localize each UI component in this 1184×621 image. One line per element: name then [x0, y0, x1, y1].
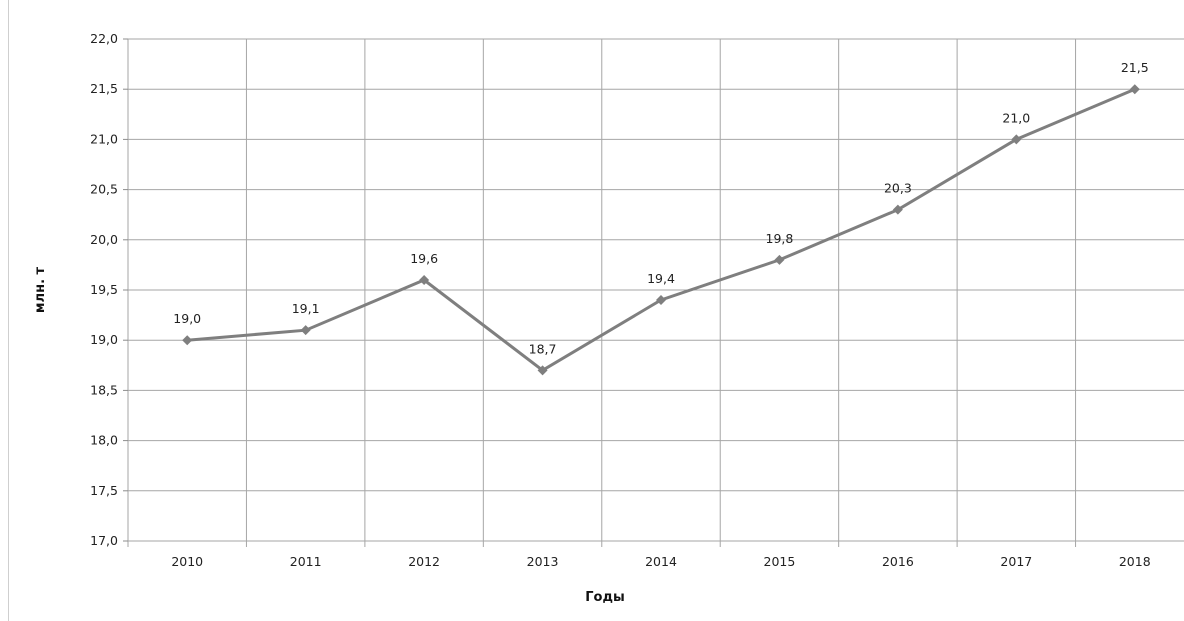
gridlines — [123, 38, 1184, 547]
y-tick-label: 20,0 — [90, 232, 118, 247]
y-tick-label: 18,5 — [90, 382, 118, 397]
data-label: 18,7 — [529, 341, 557, 356]
data-label: 21,5 — [1121, 60, 1149, 75]
x-axis-title: Годы — [585, 590, 624, 605]
x-tick-label: 2018 — [1119, 554, 1151, 569]
x-tick-label: 2011 — [290, 554, 322, 569]
data-label: 21,0 — [1002, 110, 1030, 125]
data-point-marker — [892, 204, 903, 215]
series-markers — [182, 84, 1140, 376]
y-tick-label: 19,0 — [90, 332, 118, 347]
data-label: 19,8 — [766, 231, 794, 246]
data-point-marker — [774, 254, 785, 265]
x-tick-label: 2010 — [171, 554, 203, 569]
x-tick-label: 2013 — [527, 554, 559, 569]
data-label: 20,3 — [884, 181, 912, 196]
data-point-marker — [182, 335, 193, 346]
x-tick-label: 2016 — [882, 554, 914, 569]
data-point-marker — [1011, 134, 1022, 145]
data-label: 19,6 — [410, 251, 438, 266]
data-label: 19,4 — [647, 271, 675, 286]
x-tick-label: 2015 — [764, 554, 796, 569]
y-tick-label: 21,0 — [90, 131, 118, 146]
y-tick-label: 22,0 — [90, 31, 118, 46]
x-tick-label: 2012 — [408, 554, 440, 569]
y-tick-label: 20,5 — [90, 182, 118, 197]
x-tick-label: 2017 — [1000, 554, 1032, 569]
data-point-marker — [537, 365, 548, 376]
y-axis-title: млн. т — [33, 266, 48, 313]
y-tick-label: 21,5 — [90, 81, 118, 96]
y-tick-label: 17,5 — [90, 483, 118, 498]
y-tick-label: 17,0 — [90, 533, 118, 548]
data-label: 19,1 — [292, 301, 320, 316]
data-labels: 19,0 19,1 19,6 18,7 19,4 19,8 20,3 21,0 21,5 — [173, 60, 1148, 356]
series-line — [187, 87, 1136, 373]
data-label: 19,0 — [173, 311, 201, 326]
x-tick-label: 2014 — [645, 554, 677, 569]
left-border-line — [8, 0, 9, 621]
y-axis-tick-labels: 17,0 17,5 18,0 18,5 19,0 19,5 20,0 20,5 21,0 21,5… — [90, 31, 118, 548]
data-point-marker — [419, 274, 430, 285]
data-point-marker — [656, 295, 666, 306]
x-axis-tick-labels: 2010 2011 2012 2013 2014 2015 2016 2017 2018 — [171, 554, 1150, 569]
y-tick-label: 19,5 — [90, 282, 118, 297]
data-point-marker — [1129, 84, 1140, 95]
data-point-marker — [300, 325, 311, 336]
y-tick-label: 18,0 — [90, 433, 118, 448]
